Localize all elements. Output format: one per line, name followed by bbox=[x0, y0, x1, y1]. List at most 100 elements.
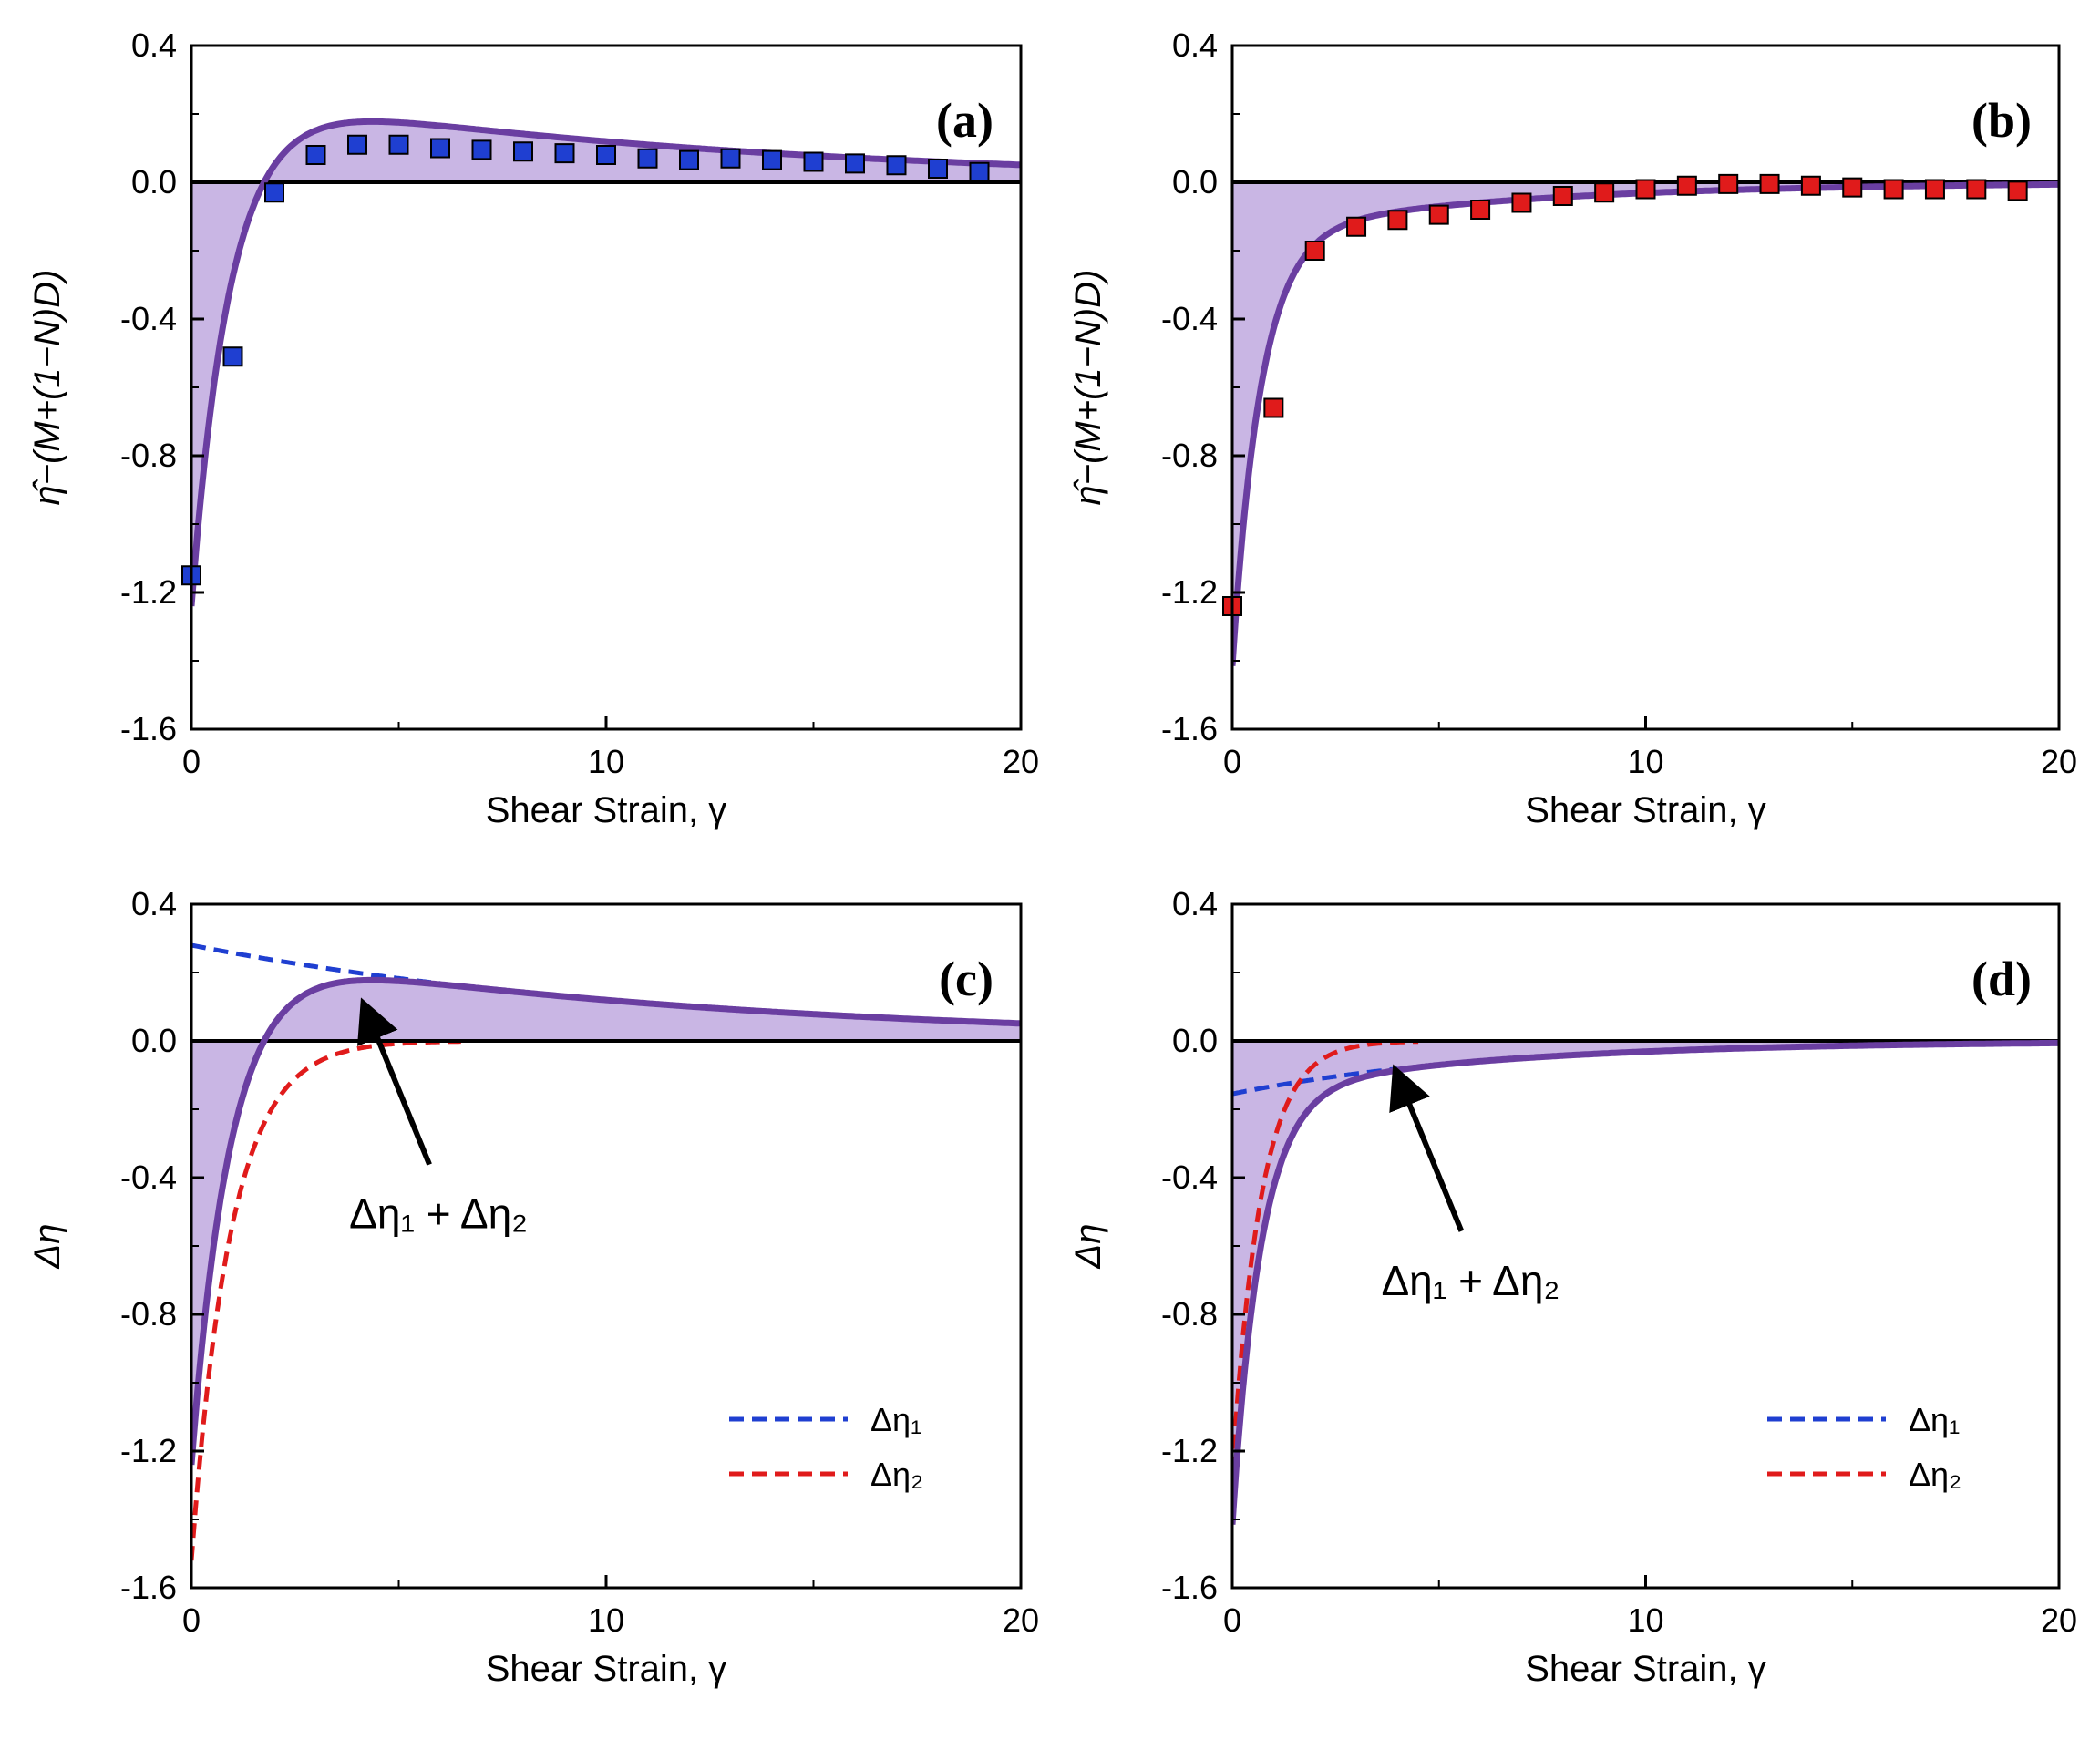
y-tick-label: -0.8 bbox=[120, 1295, 177, 1333]
y-tick-label: -0.8 bbox=[120, 437, 177, 474]
y-tick-label: 0.4 bbox=[1172, 26, 1218, 64]
x-axis-title: Shear Strain, γ bbox=[486, 790, 727, 830]
legend-label-1: Δη₁ bbox=[1909, 1401, 1960, 1438]
data-marker bbox=[1552, 186, 1573, 206]
legend-label-2: Δη₂ bbox=[870, 1456, 923, 1493]
y-tick-label: 0.0 bbox=[1172, 163, 1218, 201]
data-marker bbox=[1635, 179, 1656, 200]
plot-area bbox=[191, 118, 1021, 607]
y-axis-title: η̂−(M+(1−N)D) bbox=[27, 270, 67, 506]
data-marker bbox=[1883, 179, 1904, 200]
x-tick-label: 10 bbox=[1627, 1601, 1663, 1639]
x-tick-label: 10 bbox=[588, 743, 624, 780]
panel-a: 0.4 0.0 -0.4 -0.8 -1.2 -1.60 10 20 Shear Strain,… bbox=[27, 26, 1039, 830]
x-axis-title: Shear Strain, γ bbox=[1525, 790, 1766, 830]
y-tick-label: -1.6 bbox=[120, 1569, 177, 1606]
data-marker bbox=[471, 139, 492, 160]
data-marker bbox=[886, 155, 907, 176]
data-marker bbox=[1924, 179, 1945, 200]
data-marker bbox=[1387, 210, 1408, 231]
shaded-area bbox=[191, 121, 1021, 606]
data-marker bbox=[554, 143, 575, 164]
data-marker bbox=[720, 148, 741, 169]
panel-label: (b) bbox=[1971, 93, 2032, 148]
data-marker bbox=[222, 346, 243, 367]
y-tick-label: 0.0 bbox=[131, 163, 177, 201]
data-marker bbox=[1800, 175, 1821, 196]
annotation-arrow bbox=[356, 997, 432, 1166]
y-tick-label: 0.4 bbox=[131, 885, 177, 922]
plot-area bbox=[1232, 180, 2059, 666]
annotation-text: Δη₁ + Δη₂ bbox=[349, 1190, 528, 1238]
data-marker bbox=[1511, 192, 1532, 213]
data-marker bbox=[1759, 173, 1780, 194]
model-curve bbox=[1232, 180, 2059, 666]
x-axis-title: Shear Strain, γ bbox=[486, 1649, 727, 1689]
x-tick-label: 10 bbox=[588, 1601, 624, 1639]
data-marker bbox=[1594, 182, 1615, 203]
shaded-area bbox=[1232, 182, 2059, 666]
data-marker bbox=[1676, 175, 1697, 196]
data-marker bbox=[803, 151, 824, 172]
data-marker bbox=[430, 138, 450, 159]
data-marker bbox=[1304, 241, 1325, 261]
y-tick-label: -0.4 bbox=[1161, 1158, 1218, 1196]
panel-d: 0.4 0.0 -0.4 -0.8 -1.2 -1.60 10 20 Shear Strain,… bbox=[1068, 885, 2077, 1689]
x-axis-title: Shear Strain, γ bbox=[1525, 1649, 1766, 1689]
y-tick-label: -1.6 bbox=[120, 710, 177, 747]
x-tick-label: 20 bbox=[1003, 743, 1039, 780]
y-tick-label: 0.0 bbox=[1172, 1022, 1218, 1059]
y-tick-label: 0.4 bbox=[1172, 885, 1218, 922]
model-curve bbox=[1232, 1039, 2059, 1525]
y-axis-title: η̂−(M+(1−N)D) bbox=[1068, 270, 1108, 506]
data-marker bbox=[2007, 180, 2028, 201]
legend-label-1: Δη₁ bbox=[870, 1401, 921, 1438]
data-marker bbox=[596, 145, 616, 165]
x-tick-label: 0 bbox=[1223, 1601, 1241, 1639]
y-tick-label: -1.6 bbox=[1161, 1569, 1218, 1606]
data-marker bbox=[928, 159, 948, 179]
model-curve bbox=[191, 976, 1021, 1466]
y-tick-label: -0.4 bbox=[1161, 300, 1218, 337]
series-line-delta-eta-2 bbox=[1232, 1039, 1419, 1472]
data-marker bbox=[1718, 173, 1739, 194]
y-tick-label: -0.8 bbox=[1161, 437, 1218, 474]
data-marker bbox=[969, 161, 990, 182]
x-tick-label: 0 bbox=[1223, 743, 1241, 780]
data-marker bbox=[1428, 204, 1449, 225]
legend-label-2: Δη₂ bbox=[1909, 1456, 1961, 1493]
x-tick-label: 20 bbox=[2041, 743, 2077, 780]
panel-c: 0.4 0.0 -0.4 -0.8 -1.2 -1.60 10 20 Shear Strain,… bbox=[27, 885, 1039, 1689]
x-tick-label: 10 bbox=[1627, 743, 1663, 780]
data-marker bbox=[513, 141, 533, 162]
y-tick-label: 0.0 bbox=[131, 1022, 177, 1059]
y-tick-label: -1.2 bbox=[120, 1432, 177, 1469]
data-marker bbox=[845, 153, 865, 174]
panel-label: (a) bbox=[936, 93, 993, 148]
y-tick-label: -0.4 bbox=[120, 300, 177, 337]
model-curve bbox=[191, 118, 1021, 607]
plot-frame bbox=[1230, 44, 2061, 731]
plot-area bbox=[191, 942, 1021, 1561]
plot-area bbox=[1232, 1039, 2059, 1525]
shaded-area bbox=[1232, 1041, 2059, 1525]
panel-label: (d) bbox=[1971, 952, 2032, 1006]
x-tick-label: 20 bbox=[2041, 1601, 2077, 1639]
data-marker bbox=[1842, 177, 1863, 198]
panel-label: (c) bbox=[939, 952, 993, 1006]
annotation-text: Δη₁ + Δη₂ bbox=[1381, 1257, 1560, 1304]
y-axis-title: Δη bbox=[27, 1223, 67, 1269]
x-tick-label: 20 bbox=[1003, 1601, 1039, 1639]
y-tick-label: -0.4 bbox=[120, 1158, 177, 1196]
data-marker bbox=[762, 149, 782, 170]
y-tick-label: -1.2 bbox=[120, 573, 177, 611]
x-tick-label: 0 bbox=[182, 1601, 201, 1639]
data-marker bbox=[1346, 216, 1367, 237]
data-marker bbox=[347, 134, 367, 155]
y-tick-label: 0.4 bbox=[131, 26, 177, 64]
y-axis-title: Δη bbox=[1068, 1223, 1108, 1269]
series-line-delta-eta-1 bbox=[191, 942, 441, 986]
series-line-delta-eta-1 bbox=[1232, 1066, 1398, 1097]
y-tick-label: -1.6 bbox=[1161, 710, 1218, 747]
